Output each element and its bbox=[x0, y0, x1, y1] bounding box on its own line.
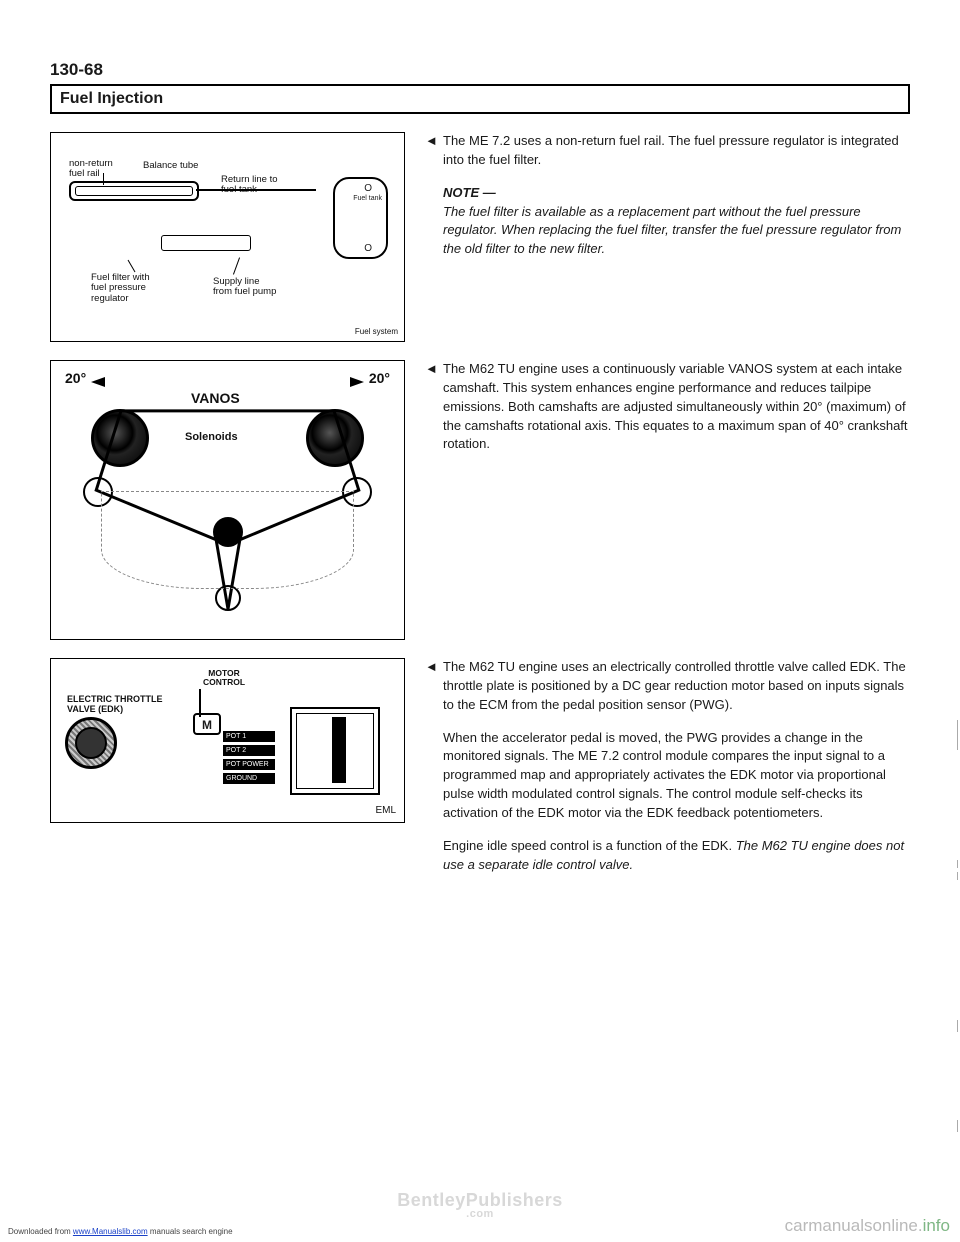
page-header: 130-68 bbox=[50, 60, 910, 80]
watermark-carmanuals: carmanualsonline.info bbox=[785, 1216, 950, 1236]
filter-shape bbox=[161, 235, 251, 251]
ecu-chip bbox=[332, 717, 346, 783]
watermark-bentley: BentleyPublishers .com bbox=[397, 1191, 563, 1220]
text-col-3: The M62 TU engine uses an electrically c… bbox=[427, 658, 910, 888]
para-me72: The ME 7.2 uses a non-return fuel rail. … bbox=[427, 132, 910, 170]
figure-vanos: 20° 20° VANOS Solenoids bbox=[50, 360, 405, 640]
text-col-2: The M62 TU engine uses a continuously va… bbox=[427, 360, 910, 640]
engine-outline bbox=[81, 401, 374, 619]
label-non-return: non-return fuel rail bbox=[69, 159, 113, 180]
text-col-1: The ME 7.2 uses a non-return fuel rail. … bbox=[427, 132, 910, 342]
arrow-right-icon bbox=[350, 377, 364, 387]
edge-5 bbox=[957, 1120, 958, 1132]
download-link[interactable]: www.Manualslib.com bbox=[73, 1227, 148, 1236]
edge-1 bbox=[957, 720, 958, 750]
edge-2 bbox=[957, 860, 958, 868]
throttle-inner bbox=[75, 727, 107, 759]
label-20-right: 20° bbox=[369, 371, 390, 386]
rail-inner bbox=[75, 186, 193, 196]
row-fuel-rail: non-return fuel rail Balance tube Return… bbox=[50, 132, 910, 342]
section-title-box: Fuel Injection bbox=[50, 84, 910, 114]
edge-4 bbox=[957, 1020, 958, 1032]
label-fuel-tank: Fuel tank bbox=[353, 195, 382, 202]
leader-1 bbox=[103, 173, 104, 185]
download-post: manuals search engine bbox=[148, 1227, 233, 1236]
note-body: The fuel filter is available as a replac… bbox=[443, 203, 910, 260]
edge-3 bbox=[957, 872, 958, 880]
tank-port-top: O bbox=[364, 183, 372, 194]
para-edk: The M62 TU engine uses an electrically c… bbox=[427, 658, 910, 715]
section-title: Fuel Injection bbox=[60, 90, 900, 108]
signal-pot2: POT 2 SIGNAL bbox=[223, 745, 275, 756]
row-vanos: 20° 20° VANOS Solenoids The M62 TU engin… bbox=[50, 360, 910, 640]
figure-caption: Fuel system bbox=[355, 328, 398, 337]
label-motor-control: MOTOR CONTROL bbox=[203, 669, 245, 688]
tank-shape bbox=[333, 177, 388, 259]
motor-box: M bbox=[193, 713, 221, 735]
watermark-carmanuals-pre: carmanualsonline. bbox=[785, 1216, 923, 1235]
leader-3 bbox=[233, 257, 240, 274]
para-pwg: When the accelerator pedal is moved, the… bbox=[427, 729, 910, 823]
watermark-bentley-text: BentleyPublishers bbox=[397, 1190, 563, 1210]
tank-port-bottom: O bbox=[364, 243, 372, 254]
para-vanos: The M62 TU engine uses a continuously va… bbox=[427, 360, 910, 454]
edge-marks bbox=[952, 0, 960, 1242]
label-return-line: Return line to fuel tank bbox=[221, 175, 278, 196]
label-20-left: 20° bbox=[65, 371, 86, 386]
leader-2 bbox=[128, 260, 136, 273]
note-block: NOTE — The fuel filter is available as a… bbox=[427, 184, 910, 259]
watermark-bentley-com: .com bbox=[397, 1209, 563, 1220]
figure-edk: MOTOR CONTROL ELECTRIC THROTTLE VALVE (E… bbox=[50, 658, 405, 823]
download-pre: Downloaded from bbox=[8, 1227, 73, 1236]
motor-leader bbox=[199, 689, 201, 717]
return-line-shape bbox=[196, 189, 316, 191]
label-electric-throttle: ELECTRIC THROTTLE VALVE (EDK) bbox=[67, 695, 163, 715]
arrow-left-icon bbox=[91, 377, 105, 387]
figure-fuel-rail: non-return fuel rail Balance tube Return… bbox=[50, 132, 405, 342]
signal-pot1: POT 1 SIGNAL bbox=[223, 731, 275, 742]
signal-ground: GROUND bbox=[223, 773, 275, 784]
label-supply-line: Supply line from fuel pump bbox=[213, 277, 276, 298]
download-note: Downloaded from www.Manualslib.com manua… bbox=[8, 1227, 233, 1236]
para-idle-lead: Engine idle speed control is a function … bbox=[443, 838, 736, 853]
watermark-carmanuals-suf: info bbox=[923, 1216, 950, 1235]
label-eml: EML bbox=[375, 805, 396, 816]
page-number: 130-68 bbox=[50, 60, 910, 80]
note-label: NOTE — bbox=[443, 184, 910, 203]
para-idle: Engine idle speed control is a function … bbox=[427, 837, 910, 875]
label-fuel-filter: Fuel filter with fuel pressure regulator bbox=[91, 273, 150, 304]
signal-power: POT POWER bbox=[223, 759, 275, 770]
row-edk: MOTOR CONTROL ELECTRIC THROTTLE VALVE (E… bbox=[50, 658, 910, 888]
engine-block-outline bbox=[101, 491, 354, 589]
label-balance-tube: Balance tube bbox=[143, 161, 198, 171]
